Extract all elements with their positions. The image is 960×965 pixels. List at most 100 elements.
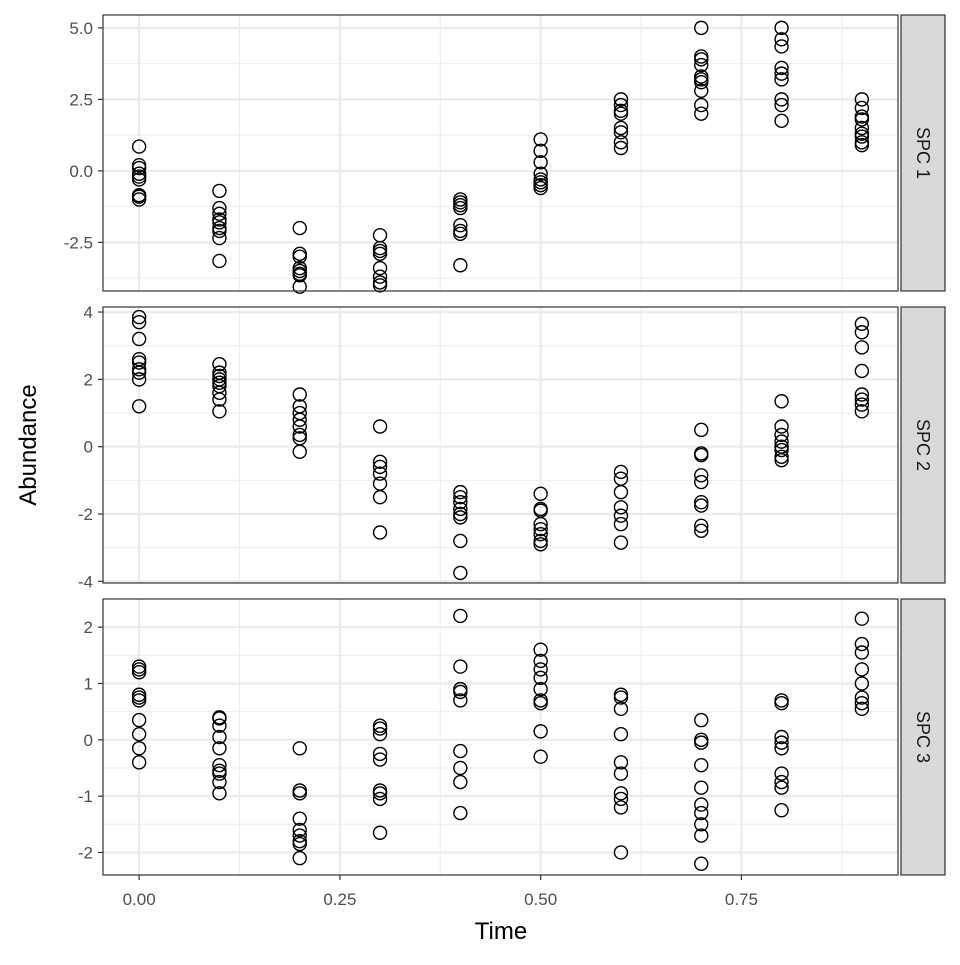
x-tick-label: 0.25 xyxy=(323,890,356,909)
data-point xyxy=(131,741,147,756)
data-point xyxy=(613,140,629,156)
data-point xyxy=(212,392,227,407)
data-point xyxy=(372,525,388,540)
data-point xyxy=(774,92,789,107)
data-point xyxy=(613,690,629,705)
data-point xyxy=(453,743,468,759)
data-point xyxy=(292,279,307,294)
data-point xyxy=(131,314,147,330)
data-point xyxy=(212,741,227,756)
data-point xyxy=(533,526,548,542)
y-tick-label: 2 xyxy=(84,618,93,637)
facet-strip xyxy=(900,598,946,876)
data-point xyxy=(372,269,388,284)
data-point xyxy=(694,856,709,871)
data-point xyxy=(854,120,870,136)
data-point xyxy=(854,662,870,677)
data-point xyxy=(854,340,870,355)
data-point xyxy=(613,508,629,523)
panel-border xyxy=(102,598,899,876)
data-point xyxy=(854,696,870,711)
data-point xyxy=(533,724,548,739)
data-point xyxy=(453,684,468,700)
data-point xyxy=(854,392,870,407)
data-point xyxy=(533,143,548,159)
data-point xyxy=(533,533,548,549)
data-point xyxy=(613,125,629,140)
data-point xyxy=(854,387,870,402)
data-point xyxy=(212,215,227,230)
data-point xyxy=(694,518,709,533)
facet-strip-label: SPC 2 xyxy=(913,419,933,471)
data-point xyxy=(372,260,388,276)
data-point xyxy=(372,278,388,293)
data-point xyxy=(372,726,388,742)
data-point xyxy=(533,662,548,677)
data-point xyxy=(131,192,147,207)
data-point xyxy=(533,166,548,181)
data-point xyxy=(694,52,709,67)
data-point xyxy=(292,268,307,283)
data-point xyxy=(613,791,629,807)
data-point xyxy=(694,57,709,73)
data-point xyxy=(613,755,629,770)
data-point xyxy=(131,365,147,380)
data-point xyxy=(453,200,468,216)
data-point xyxy=(854,676,870,691)
data-point xyxy=(774,434,789,449)
data-point xyxy=(854,137,870,153)
data-point xyxy=(212,206,227,221)
data-point xyxy=(212,404,227,419)
data-point xyxy=(774,60,789,76)
y-tick-label: -2 xyxy=(78,843,93,862)
data-point xyxy=(694,498,709,513)
data-point xyxy=(372,489,388,505)
data-point xyxy=(774,729,789,745)
data-point xyxy=(372,459,388,475)
data-point xyxy=(212,711,227,726)
data-point xyxy=(774,696,789,711)
data-point xyxy=(694,20,709,36)
y-tick-label: 0 xyxy=(84,731,93,750)
data-point xyxy=(453,506,468,522)
data-point xyxy=(212,766,227,781)
data-point xyxy=(694,828,709,843)
data-point xyxy=(694,735,709,750)
x-tick-label: 0.00 xyxy=(123,890,156,909)
data-point xyxy=(613,500,629,515)
data-point xyxy=(774,442,789,458)
data-point xyxy=(131,712,147,728)
data-point xyxy=(694,106,709,121)
data-point xyxy=(131,755,147,770)
y-tick-label: 2.5 xyxy=(69,90,93,109)
data-point xyxy=(292,828,307,843)
data-point xyxy=(694,805,709,821)
data-point xyxy=(854,611,870,626)
data-point xyxy=(131,139,147,154)
data-point xyxy=(694,468,709,483)
data-point xyxy=(131,160,147,176)
data-point xyxy=(533,670,548,686)
data-point xyxy=(694,97,709,113)
data-point xyxy=(212,230,227,246)
data-point xyxy=(854,701,870,717)
data-point xyxy=(292,786,307,801)
data-point xyxy=(131,355,147,370)
data-point xyxy=(212,757,227,773)
data-point xyxy=(854,690,870,705)
data-point xyxy=(533,516,548,532)
data-point xyxy=(774,32,789,47)
data-point xyxy=(533,681,548,697)
facet-strip xyxy=(900,14,946,292)
data-point xyxy=(212,774,227,790)
data-point xyxy=(854,92,870,107)
facet-panel: -2.5 0.0 2.5 5.0 SPC 1 xyxy=(64,14,946,294)
x-axis-title: Time xyxy=(475,918,527,945)
data-point xyxy=(212,786,227,801)
panel-border xyxy=(102,14,899,292)
y-tick-label: 0.0 xyxy=(69,162,93,181)
data-point xyxy=(212,385,227,401)
data-point xyxy=(854,363,870,379)
